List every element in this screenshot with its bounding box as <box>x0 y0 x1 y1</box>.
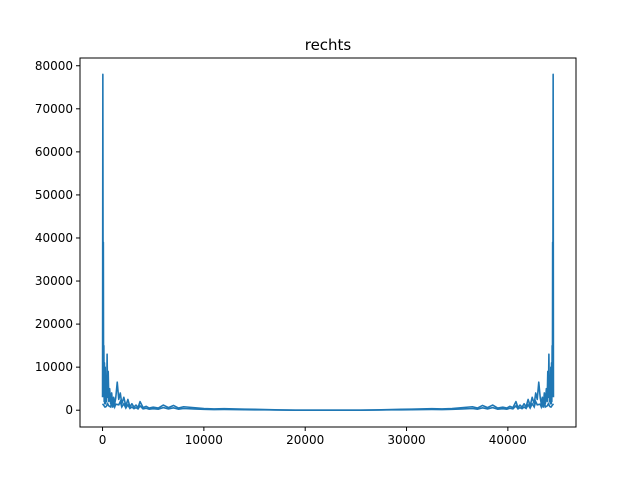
y-tick-label: 70000 <box>35 102 73 116</box>
y-tick-label: 30000 <box>35 274 73 288</box>
x-tick-label: 0 <box>99 433 107 447</box>
x-tick-label: 30000 <box>387 433 425 447</box>
y-tick-label: 40000 <box>35 231 73 245</box>
series-line-envelope <box>101 399 555 411</box>
x-tick-label: 10000 <box>185 433 223 447</box>
x-tick-label: 20000 <box>286 433 324 447</box>
chart-title: rechts <box>305 36 352 54</box>
x-tick-label: 40000 <box>489 433 527 447</box>
y-tick-label: 0 <box>65 403 73 417</box>
y-tick-label: 80000 <box>35 59 73 73</box>
y-tick-label: 10000 <box>35 360 73 374</box>
y-tick-label: 50000 <box>35 188 73 202</box>
x-axis-ticks: 0 10000 20000 30000 40000 <box>99 427 527 447</box>
y-tick-label: 20000 <box>35 317 73 331</box>
y-axis-ticks: 0 10000 20000 30000 40000 50000 60000 70000 8000… <box>35 59 80 417</box>
series-layer <box>101 73 555 411</box>
plot-frame <box>79 57 577 428</box>
y-tick-label: 60000 <box>35 145 73 159</box>
